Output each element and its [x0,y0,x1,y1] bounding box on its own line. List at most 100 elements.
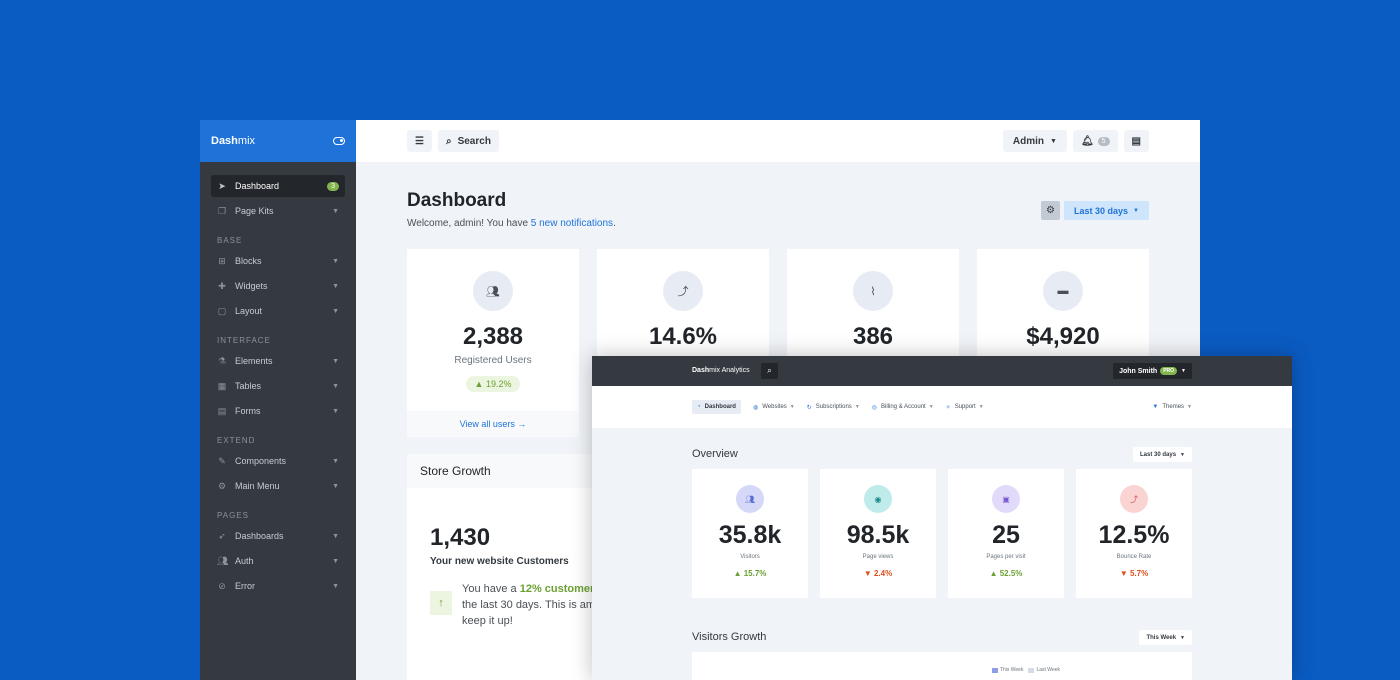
sidebar-nav: ➤ Dashboard 3 ❐ Page Kits ▼ BASE ⊞ Blocks ▼ ✚ Widge… [200,162,356,597]
brand-logo[interactable]: Dashmix [211,135,256,147]
analytics-window: Dashmix Analytics ⌕ John Smith PRO ▼ ◔ Da… [592,356,1292,680]
growth-value: 1,430 [430,524,491,551]
stat-value: $4,920 [1026,323,1100,350]
user-dropdown[interactable]: Admin ▼ [1002,130,1067,152]
search-button[interactable]: ⌕ Search [437,130,499,152]
sidebar-item-error[interactable]: ⊘ Error ▼ [211,575,345,597]
nav-label: Billing & Account [881,404,926,410]
sidebar-item-elements[interactable]: ⚗ Elements ▼ [211,350,345,372]
sidebar-item-dashboard[interactable]: ➤ Dashboard 3 [211,175,345,197]
overview-label: Pages per visit [986,554,1026,560]
chevron-down-icon: ▼ [978,404,984,410]
sidebar-item-layout[interactable]: ▢ Layout ▼ [211,300,345,322]
pro-badge: PRO [1160,367,1178,375]
sidebar-item-label: Forms [235,406,261,416]
users-icon: 👥︎ [744,494,756,504]
dark-mode-toggle-icon[interactable] [333,137,345,145]
wallet-icon: ▬ [1057,285,1069,297]
grid-icon: ⊞ [218,255,226,266]
notifications-button[interactable]: 🔔︎ 5 [1072,130,1118,152]
sidebar-item-label: Elements [235,356,273,366]
search-button[interactable]: ⌕ [761,363,778,379]
sidebar-item-forms[interactable]: ▤ Forms ▼ [211,400,345,422]
arrow-icon: ⤴ [1130,494,1138,504]
sidebar-item-main-menu[interactable]: ⚙ Main Menu ▼ [211,475,345,497]
sidebar-item-label: Dashboards [235,531,284,541]
chevron-down-icon: ▼ [332,357,339,365]
wrench-icon: ✎ [218,455,226,466]
chevron-down-icon: ▼ [1187,404,1192,410]
notifications-link[interactable]: 5 new notifications [530,218,614,229]
overview-card: ▣ 25 Pages per visit ▲ 52.5% [948,469,1064,598]
sidebar-item-widgets[interactable]: ✚ Widgets ▼ [211,275,345,297]
nav-label: Subscriptions [815,404,852,410]
sidebar-item-dashboards[interactable]: ➶ Dashboards ▼ [211,525,345,547]
nav-support[interactable]: ✧ Support ▼ [946,404,984,411]
nav-label: Themes [1162,404,1185,410]
sidebar-section-heading: INTERFACE [217,336,271,345]
nav-themes[interactable]: ▼ Themes ▼ [1152,404,1192,410]
nav-subscriptions[interactable]: ↻ Subscriptions ▼ [807,404,860,411]
stat-icon-circle: ▬ [1043,271,1083,311]
analytics-brand[interactable]: Dashmix Analytics [692,367,750,374]
stat-card: 👥︎ 2,388 Registered Users ▲ 19.2% View all u… [407,249,579,437]
sidebar-item-label: Components [235,456,287,466]
gear-icon: ⚙ [1046,205,1055,216]
sidebar-item-label: Main Menu [235,481,280,491]
sidebar-item-tables[interactable]: ▦ Tables ▼ [211,375,345,397]
user-label: Admin [1012,135,1044,147]
overview-card: 👥︎ 35.8k Visitors ▲ 15.7% [692,469,808,598]
settings-button[interactable]: ⚙ [1041,201,1061,220]
stat-label: Registered Users [454,355,532,366]
chevron-down-icon: ▼ [332,307,339,315]
menu-toggle-button[interactable]: ☰ [407,130,432,152]
sidebar-item-label: Page Kits [235,206,274,216]
chevron-down-icon: ▼ [1050,137,1057,145]
sidebar-header: Dashmix [200,120,356,162]
overview-label: Visitors [740,554,760,560]
sidebar-item-label: Widgets [235,281,268,291]
growth-subtitle: Your new website Customers [430,556,569,567]
growth-range-dropdown[interactable]: This Week ▼ [1139,630,1192,645]
overview-icon-circle: ◉ [864,485,892,513]
main-content: Dashboard Welcome, admin! You have 5 new… [407,162,1149,680]
stat-value: 14.6% [648,323,718,350]
chevron-down-icon: ▼ [332,457,339,465]
overview-range-dropdown[interactable]: Last 30 days ▼ [1133,447,1192,462]
side-overlay-button[interactable]: ▤ [1123,130,1149,152]
sidebar-item-label: Auth [235,556,254,566]
nav-websites[interactable]: ◍ Websites ▼ [753,404,795,411]
users-icon: 👥︎ [486,285,500,298]
sidebar-item-page-kits[interactable]: ❐ Page Kits ▼ [211,200,345,222]
paper-plane-icon: ➤ [218,180,226,191]
paint-icon: ▼ [1152,404,1159,410]
copy-icon: ❐ [217,205,227,216]
sidebar-item-blocks[interactable]: ⊞ Blocks ▼ [211,250,345,272]
overview-trend: ▼ 5.7% [1119,569,1149,578]
table-icon: ▦ [217,380,227,391]
nav-dashboard[interactable]: ◔ Dashboard [692,400,741,414]
chevron-down-icon: ▼ [332,382,339,390]
sidebar-item-components[interactable]: ✎ Components ▼ [211,450,345,472]
puzzle-icon: ✚ [218,280,226,291]
sidebar-item-label: Layout [235,306,263,316]
legend-swatch [1028,667,1035,673]
stat-value: 2,388 [462,323,524,350]
search-icon: ⌕ [445,135,452,147]
user-name: John Smith [1119,367,1158,375]
square-icon: ▢ [217,305,227,316]
nav-billing-account[interactable]: ◎ Billing & Account ▼ [872,404,934,411]
legend-label: Last Week [1036,667,1060,673]
arrow-up-icon: ⤴ [677,286,689,298]
growth-note-text: You have a 12% customer g the last 30 da… [462,583,605,627]
sidebar-item-auth[interactable]: 👥︎ Auth ▼ [211,550,345,572]
range-dropdown[interactable]: Last 30 days ▼ [1064,201,1149,220]
user-dropdown[interactable]: John Smith PRO ▼ [1113,363,1192,379]
chevron-down-icon: ▼ [332,257,339,265]
sidebar-item-label: Error [235,581,255,591]
stat-icon-circle: ⌇ [853,271,893,311]
support-icon: ✧ [945,404,951,411]
view-all-users-link[interactable]: View all users → [407,411,579,437]
nav-label: Dashboard [704,404,736,410]
chart-icon: ⌇ [870,285,876,298]
